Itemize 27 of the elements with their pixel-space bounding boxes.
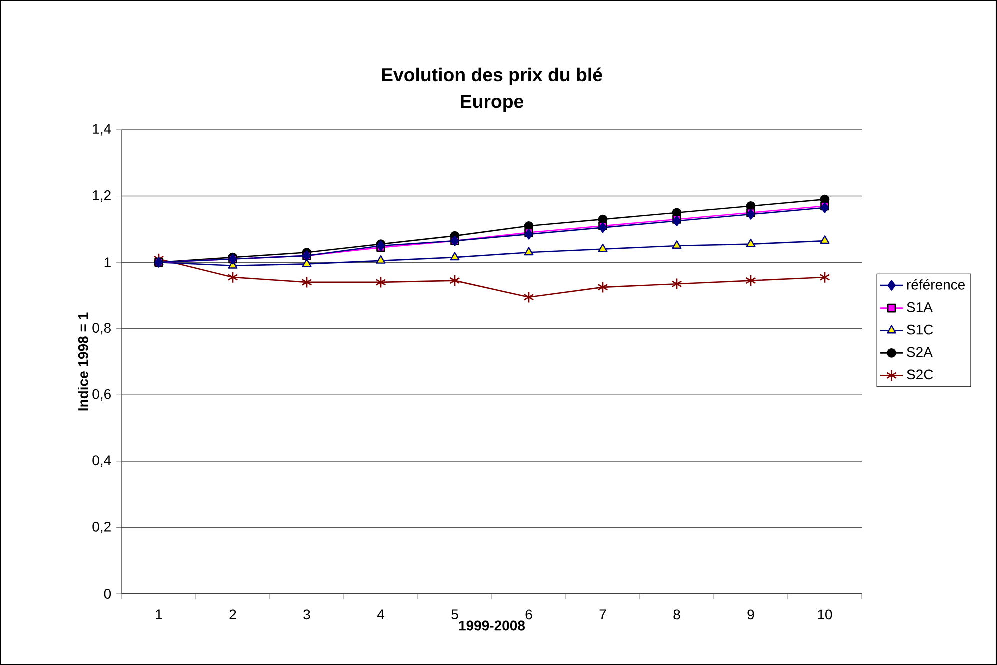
x-tick-label: 10 [818, 610, 832, 620]
y-tick-label: 0,4 [92, 456, 112, 468]
legend-label: S2C [907, 370, 934, 380]
y-tick-label: 1 [104, 258, 111, 268]
legend-label: S2A [907, 347, 933, 358]
y-tick-label: 0,6 [92, 389, 111, 401]
chart-title: Evolution des prix du blé [382, 68, 602, 86]
x-tick-label: 4 [377, 610, 384, 620]
x-tick-label: 6 [526, 610, 532, 620]
y-tick-label: 1,4 [93, 124, 112, 136]
legend-label: S1A [907, 302, 933, 312]
x-tick-label: 1 [156, 610, 162, 620]
x-tick-label: 7 [600, 610, 606, 620]
y-tick-label: 0 [104, 589, 112, 599]
y-tick-label: 0,8 [92, 323, 111, 335]
y-tick-label: 0,2 [92, 522, 111, 534]
legend-label: S1C [907, 324, 934, 335]
x-axis-title: 1999-2008 [459, 620, 526, 631]
x-tick-label: 5 [452, 610, 458, 620]
chart-subtitle: Europe [461, 95, 524, 112]
x-tick-label: 8 [674, 610, 680, 620]
x-tick-label: 2 [230, 610, 236, 620]
x-tick-label: 3 [304, 610, 310, 620]
legend-label: référence [907, 279, 965, 290]
y-tick-label: 1,2 [93, 190, 111, 202]
x-tick-label: 9 [748, 610, 754, 620]
y-axis-title: Indice 1998 = 1 [78, 312, 88, 411]
